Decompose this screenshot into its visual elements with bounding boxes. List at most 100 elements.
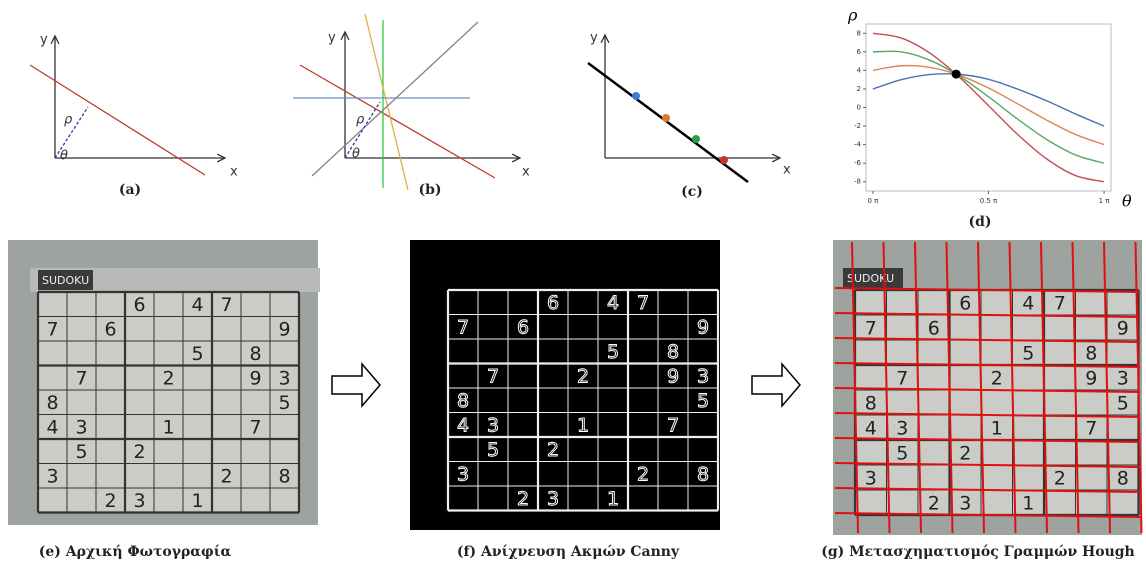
digit: 3 [697,365,709,387]
caption: (f) Ανίχνευση Ακμών Canny [457,543,680,560]
panel-e: SUDOKU (e) Αρχική Φωτογραφία 64776958729… [8,240,320,560]
digit: 8 [249,343,261,365]
panel-g: SUDOKU (g) Μετασχηματισμός Γραμμών Hough… [821,240,1142,560]
digit: 9 [1085,367,1097,389]
figure: y x ρ θ (a) y x ρ θ (b) y x (c) ρ θ (d) … [0,0,1146,565]
digit: 3 [278,367,290,389]
caption: (c) [681,184,703,200]
x-tick-label: 0 π [867,197,879,205]
digit: 7 [667,414,679,436]
y-tick-label: 6 [857,48,862,56]
curve [873,51,1104,163]
digit: 3 [75,416,87,438]
x-tick-label: 1 π [1099,197,1111,205]
digit: 6 [133,294,145,316]
digit: 8 [46,392,58,414]
digit: 8 [457,390,469,412]
caption: (d) [968,214,991,230]
theta-label: θ [352,147,360,162]
panel-a: y x ρ θ (a) [30,33,238,199]
x-label: x [783,163,791,178]
digit: 6 [547,292,559,314]
digit: 7 [220,294,232,316]
digit: 3 [133,490,145,512]
theta-label: θ [60,149,68,164]
digit: 2 [928,492,940,514]
digit: 9 [1117,317,1129,339]
digit: 3 [1117,367,1129,389]
digit: 2 [577,365,589,387]
digit: 2 [162,367,174,389]
caption: (b) [418,182,441,198]
digit: 9 [249,367,261,389]
point [692,135,700,143]
digit: 1 [577,414,589,436]
digit: 3 [896,417,908,439]
digit: 3 [487,414,499,436]
digit: 1 [607,488,619,510]
digit: 3 [457,463,469,485]
digit: 6 [104,318,116,340]
y-label: ρ [847,6,858,25]
digit: 8 [865,392,877,414]
rho-label: ρ [64,113,73,128]
digit: 6 [959,292,971,314]
point [662,114,670,122]
arrow [752,364,800,406]
digit: 3 [547,488,559,510]
digit: 8 [697,463,709,485]
digit: 7 [865,317,877,339]
digit: 1 [162,416,174,438]
x-tick-label: 0.5 π [980,197,998,205]
digit: 8 [1117,467,1129,489]
y-tick-label: 4 [857,66,862,74]
point [720,156,728,164]
digit: 5 [1117,392,1129,414]
digit: 5 [278,392,290,414]
plot-frame [866,24,1111,191]
digit: 5 [75,441,87,463]
caption: (a) [119,182,141,198]
digit: 2 [637,463,649,485]
y-tick-label: 0 [857,104,861,112]
point [632,92,640,100]
digit: 5 [487,439,499,461]
digit: 7 [46,318,58,340]
curve [873,33,1104,181]
y-tick-label: -6 [854,159,862,167]
digit: 2 [991,367,1003,389]
y-label: y [590,31,598,46]
digit: 4 [457,414,469,436]
digit: 2 [959,442,971,464]
digit: 4 [607,292,619,314]
intersection-point [952,70,961,79]
panel-c: y x (c) [588,31,791,201]
digit: 4 [865,417,877,439]
curve [873,74,1104,126]
y-tick-label: -4 [854,141,862,149]
y-tick-label: -8 [854,178,861,186]
y-label: y [40,33,48,48]
digit: 5 [607,341,619,363]
digit: 2 [547,439,559,461]
line [300,65,495,178]
digit: 7 [1085,417,1097,439]
digit: 5 [1022,342,1034,364]
y-tick-label: -2 [854,122,861,130]
arrow [332,364,380,406]
panel-b: y x ρ θ (b) [293,14,530,198]
digit: 9 [697,316,709,338]
digit: 6 [517,316,529,338]
line [365,14,408,190]
digit: 1 [991,417,1003,439]
line [588,63,748,182]
digit: 6 [928,317,940,339]
digit: 7 [1054,292,1066,314]
digit: 7 [637,292,649,314]
digit: 2 [220,465,232,487]
y-label: y [328,31,336,46]
panel-d: ρ θ (d) 86420-2-4-6-80 π0.5 π1 π [847,6,1132,231]
digit: 4 [191,294,203,316]
digit: 3 [959,492,971,514]
digit: 3 [865,467,877,489]
